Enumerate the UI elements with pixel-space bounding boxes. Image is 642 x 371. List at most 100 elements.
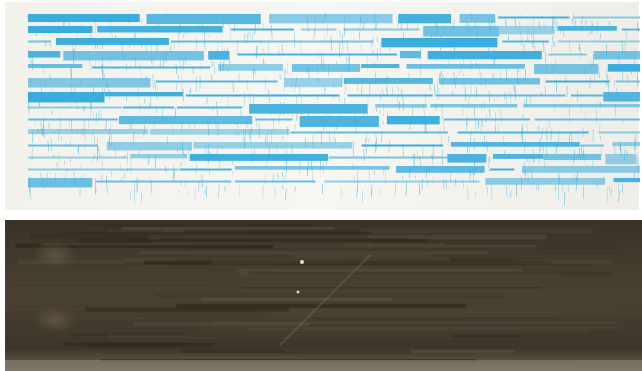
dark-band <box>201 298 393 301</box>
streak <box>458 132 589 134</box>
streak <box>180 169 232 171</box>
streak <box>549 54 587 56</box>
streak <box>177 107 242 109</box>
dark-band <box>210 321 615 324</box>
streak <box>608 64 640 72</box>
streak <box>400 51 421 58</box>
streak <box>406 64 524 69</box>
dark-band <box>88 225 317 227</box>
streak <box>264 41 374 43</box>
dark-band <box>145 266 551 267</box>
photo-page <box>0 0 642 371</box>
dark-band <box>242 287 542 289</box>
streak <box>387 116 440 124</box>
streak <box>300 116 379 127</box>
spot <box>300 260 304 264</box>
streak <box>444 119 530 121</box>
streak <box>522 166 640 173</box>
streak <box>28 41 51 43</box>
streak <box>614 178 640 182</box>
streak <box>329 157 448 159</box>
streak <box>605 154 636 164</box>
streak <box>63 51 204 60</box>
streak <box>574 17 640 19</box>
streak <box>28 14 140 22</box>
dark-band <box>160 238 410 240</box>
streak <box>362 145 443 147</box>
dark-band <box>173 357 297 358</box>
streak <box>490 169 514 171</box>
dark-band <box>249 272 612 276</box>
streak <box>493 154 543 159</box>
streak <box>499 26 554 34</box>
streak <box>292 64 360 72</box>
dark-band <box>182 350 411 354</box>
streak <box>558 41 640 43</box>
dark-band <box>200 328 590 333</box>
streak <box>28 119 118 121</box>
streak <box>398 14 451 23</box>
streak <box>96 181 231 183</box>
streak <box>147 14 261 24</box>
streak <box>622 29 640 31</box>
streak <box>535 119 640 121</box>
blotch <box>33 307 77 333</box>
streak <box>28 129 148 134</box>
streak <box>28 107 122 109</box>
spot <box>297 291 300 294</box>
streak <box>193 142 352 149</box>
streak <box>502 41 549 43</box>
dark-band <box>30 234 368 238</box>
streak <box>231 29 294 31</box>
streak <box>534 64 598 74</box>
streak <box>190 154 328 161</box>
blotch <box>33 241 77 269</box>
streak <box>447 154 486 163</box>
dark-band <box>139 251 487 255</box>
dark-band <box>167 264 593 265</box>
streak <box>269 14 393 23</box>
streak <box>123 107 174 109</box>
streak <box>156 81 278 83</box>
streak <box>150 129 289 135</box>
streak <box>543 154 601 160</box>
streak <box>28 157 128 159</box>
streak <box>28 64 82 68</box>
streak <box>598 132 640 134</box>
streak <box>301 29 337 31</box>
streak <box>451 142 580 147</box>
streak <box>594 51 640 59</box>
streak <box>523 104 640 107</box>
streak <box>171 41 264 43</box>
streak <box>208 51 229 60</box>
streak <box>325 181 480 183</box>
dark-band <box>63 343 214 346</box>
streak <box>119 116 252 124</box>
dark-band <box>183 229 360 234</box>
dark-band <box>293 255 430 258</box>
dark-band <box>123 227 335 229</box>
streak <box>423 26 499 37</box>
streak <box>546 81 610 83</box>
streak <box>28 169 179 171</box>
dark-band <box>41 243 446 245</box>
streak <box>28 78 151 88</box>
streak <box>485 178 605 185</box>
streak <box>580 145 604 147</box>
streak <box>343 29 419 31</box>
dark-band <box>189 248 617 249</box>
streak <box>28 26 93 33</box>
streak <box>235 181 315 183</box>
streak <box>381 38 497 47</box>
streak <box>347 95 432 97</box>
streak <box>291 132 448 134</box>
streak <box>428 51 542 59</box>
streak <box>130 154 187 158</box>
streak <box>571 95 603 97</box>
bottom-edge <box>5 360 642 371</box>
streak <box>430 104 517 108</box>
dark-band <box>107 334 452 338</box>
dark-band <box>61 317 463 318</box>
streak <box>107 142 192 150</box>
dark-band <box>212 260 613 265</box>
